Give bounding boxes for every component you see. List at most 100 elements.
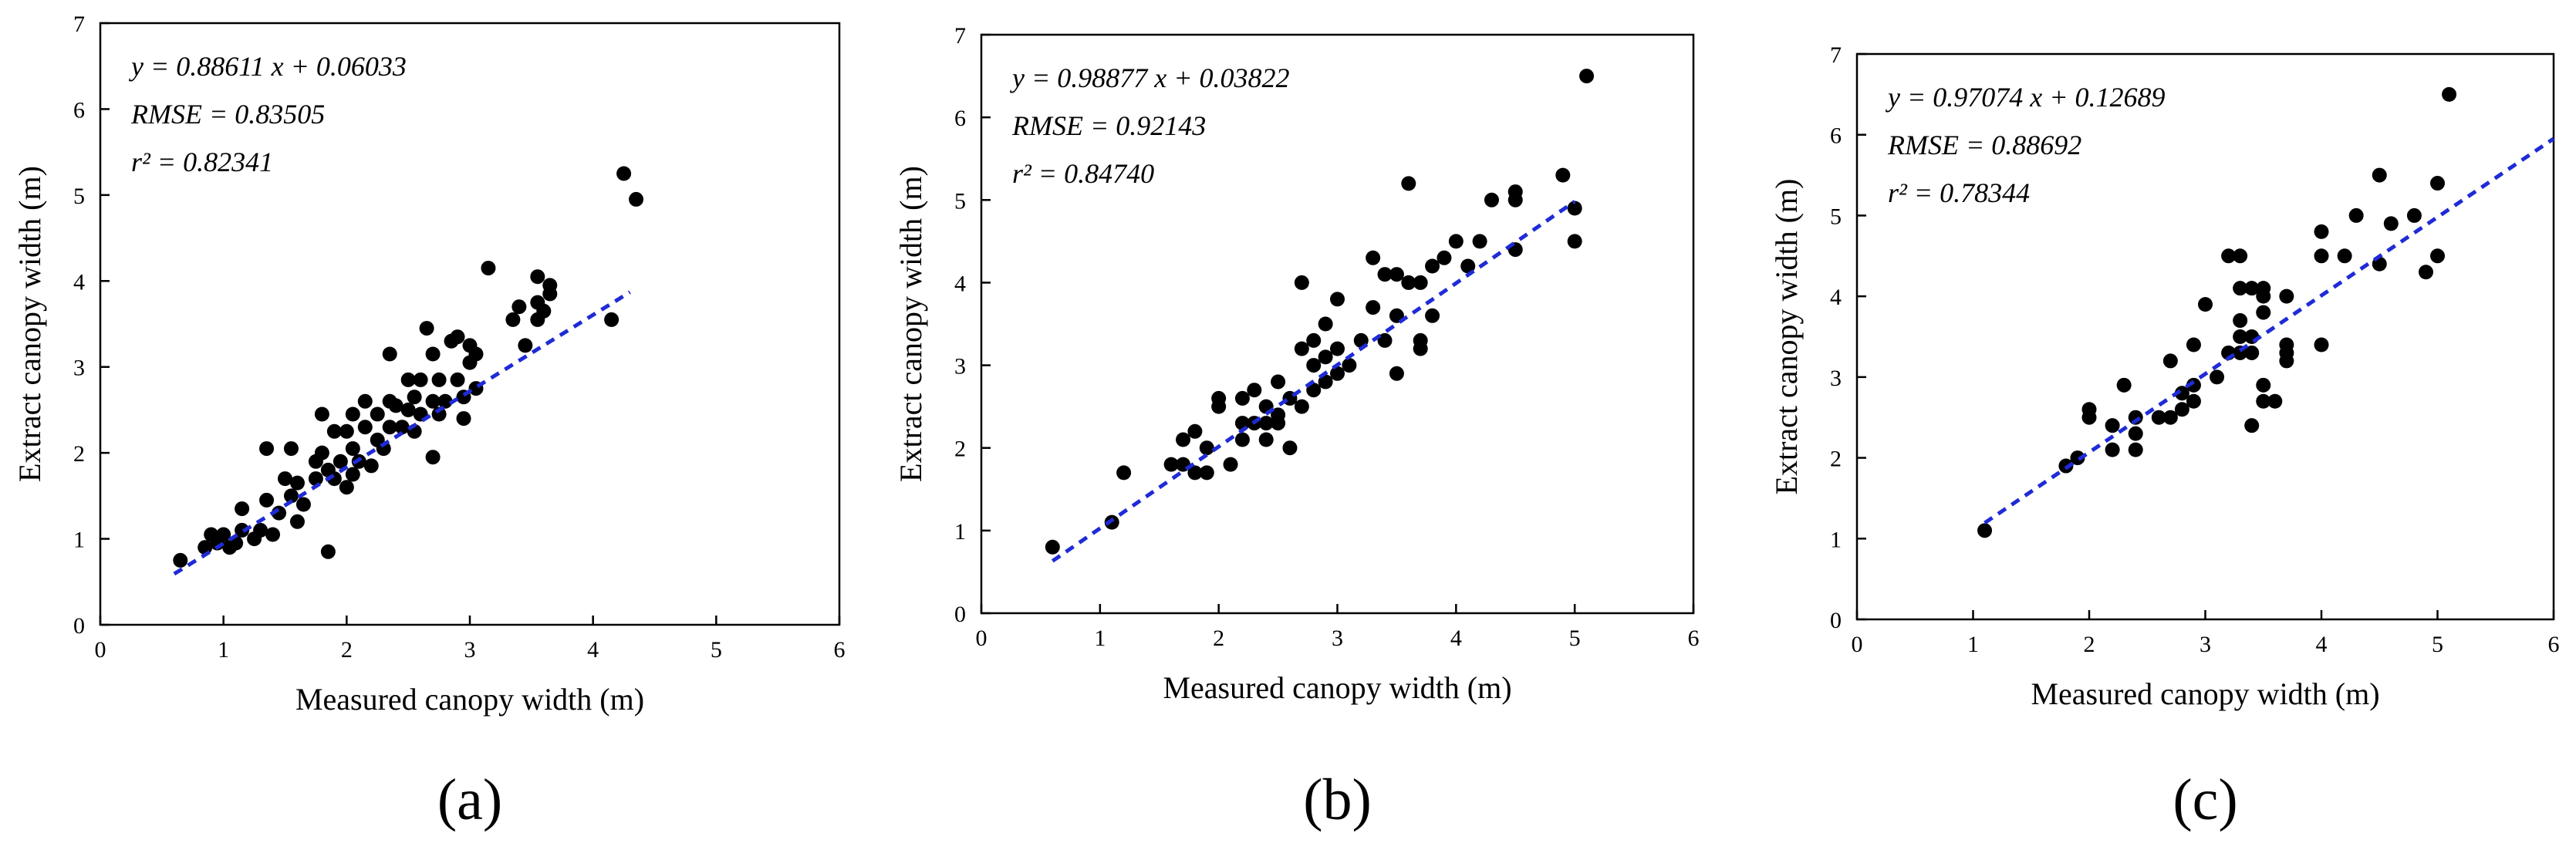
y-tick-label: 5 — [1830, 204, 1842, 229]
data-point — [259, 441, 275, 457]
data-point — [542, 278, 558, 293]
data-point — [2442, 86, 2457, 102]
data-point — [345, 406, 360, 422]
data-point — [604, 312, 620, 327]
data-point — [1318, 316, 1333, 332]
y-tick-label: 1 — [954, 519, 966, 545]
data-point — [333, 454, 348, 469]
data-point — [289, 475, 305, 491]
data-point — [388, 398, 403, 413]
y-tick-label: 3 — [954, 354, 966, 379]
data-point — [1425, 308, 1440, 323]
data-point — [1258, 432, 1274, 447]
y-tick-label: 0 — [73, 613, 85, 639]
data-point — [2162, 353, 2178, 369]
data-point — [2279, 337, 2294, 352]
y-tick-label: 7 — [1830, 42, 1842, 68]
data-point — [1187, 423, 1203, 439]
data-point — [437, 393, 453, 409]
data-point — [505, 312, 521, 327]
data-point — [536, 303, 552, 319]
data-point — [425, 393, 441, 409]
panel-label: (a) — [437, 767, 502, 832]
y-tick-label: 5 — [954, 188, 966, 214]
data-point — [253, 522, 268, 538]
x-tick-label: 3 — [2200, 632, 2211, 657]
data-point — [2174, 402, 2189, 417]
data-point — [1413, 332, 1428, 348]
data-point — [1377, 267, 1393, 282]
data-point — [1401, 275, 1416, 290]
data-point — [431, 372, 447, 387]
panel-label: (b) — [1303, 767, 1372, 832]
data-point — [2256, 281, 2271, 296]
data-point — [382, 346, 397, 362]
x-tick-label: 3 — [1332, 626, 1343, 651]
data-point — [2081, 402, 2097, 417]
data-point — [2337, 248, 2352, 264]
data-point — [629, 191, 644, 207]
x-axis-title: Measured canopy width (m) — [295, 682, 644, 717]
panel-a: Extract canopy width (m) Measured canopy… — [12, 12, 846, 832]
data-point — [259, 492, 275, 508]
data-point — [468, 346, 484, 362]
data-point — [1234, 390, 1250, 406]
x-tick-label: 3 — [464, 637, 476, 663]
data-point — [2430, 176, 2445, 191]
data-point — [2279, 288, 2294, 304]
data-point — [1282, 440, 1298, 456]
data-point — [2105, 418, 2120, 433]
data-point — [339, 423, 354, 439]
x-tick-label: 5 — [1569, 626, 1581, 651]
data-point — [2151, 410, 2166, 425]
data-point — [1223, 457, 1238, 472]
data-point — [345, 467, 360, 482]
data-point — [1425, 258, 1440, 274]
data-point — [2256, 305, 2271, 320]
panel-c: Extract canopy width (m) Measured canopy… — [1769, 42, 2560, 832]
x-tick-label: 1 — [218, 637, 229, 663]
data-point — [2244, 281, 2260, 296]
panel-label: (c) — [2173, 767, 2237, 832]
data-point — [2070, 450, 2085, 466]
data-point — [1306, 358, 1322, 373]
data-point — [1045, 539, 1060, 555]
data-point — [1567, 234, 1582, 249]
data-point — [1176, 432, 1191, 447]
data-point — [1116, 465, 1132, 481]
data-point — [235, 501, 250, 517]
y-tick-label: 6 — [954, 106, 966, 131]
data-point — [1366, 250, 1381, 265]
y-tick-label: 2 — [954, 437, 966, 462]
data-point — [1271, 374, 1286, 390]
data-point — [1199, 465, 1214, 481]
x-tick-label: 0 — [1852, 632, 1863, 657]
data-point — [2186, 393, 2201, 409]
r2-label: r² = 0.78344 — [1888, 177, 2030, 208]
regression-equation: y = 0.97074 x + 0.12689 — [1886, 82, 2166, 113]
data-point — [425, 450, 441, 465]
data-point — [394, 420, 410, 435]
data-point — [1342, 358, 1357, 373]
regression-line — [1051, 200, 1576, 563]
data-point — [2233, 248, 2248, 264]
data-point — [2162, 410, 2178, 425]
data-point — [530, 269, 545, 285]
data-point — [2406, 207, 2422, 223]
data-point — [2314, 337, 2329, 352]
regression-line — [173, 290, 631, 576]
data-point — [1258, 416, 1274, 431]
data-point — [450, 372, 465, 387]
x-tick-label: 2 — [1213, 626, 1224, 651]
data-point — [1389, 267, 1404, 282]
data-point — [425, 346, 441, 362]
y-axis-title: Extract canopy width (m) — [1769, 179, 1804, 495]
x-tick-label: 2 — [341, 637, 353, 663]
y-tick-label: 6 — [73, 97, 85, 123]
data-point — [2186, 337, 2201, 352]
data-point — [400, 402, 416, 417]
data-point — [1579, 69, 1595, 84]
data-point — [1555, 167, 1571, 183]
data-point — [1437, 250, 1452, 265]
data-point — [2174, 386, 2189, 401]
